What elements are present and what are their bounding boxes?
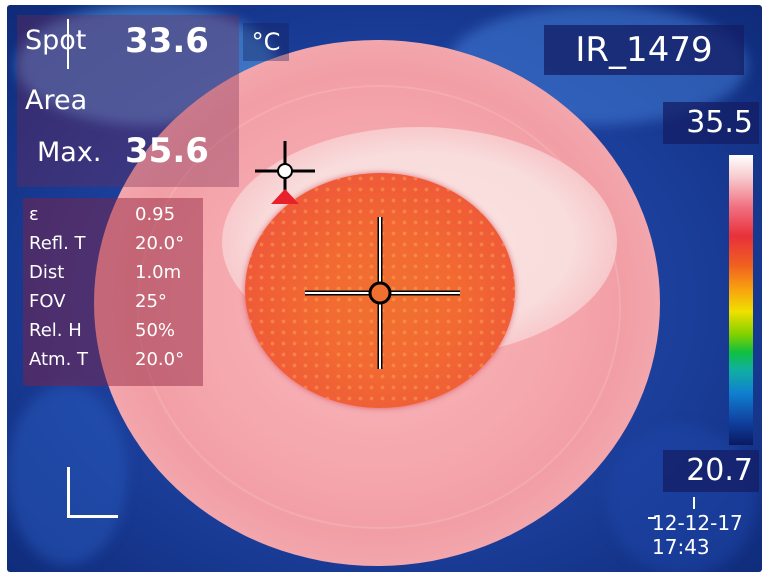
param-key: Refl. T xyxy=(29,233,86,254)
param-row: Rel. H 50% xyxy=(23,318,203,344)
param-row: FOV 25° xyxy=(23,289,203,315)
area-label: Area xyxy=(25,85,88,116)
thermal-image: Spot 33.6 °C Area Max. 35.6 ε 0.95 Refl.… xyxy=(7,5,762,572)
inner-ring xyxy=(137,85,621,529)
timestamp: 12-12-17 17:43 xyxy=(652,511,762,559)
spot-divider xyxy=(67,19,69,69)
param-value: 0.95 xyxy=(135,204,176,225)
scale-min-value[interactable]: 20.7 xyxy=(663,450,759,492)
time-text: 17:43 xyxy=(652,535,710,559)
param-key: FOV xyxy=(29,291,66,312)
max-value: 35.6 xyxy=(125,131,209,171)
date-tick xyxy=(648,517,656,519)
param-value: 20.0° xyxy=(135,233,185,254)
param-key: Rel. H xyxy=(29,320,82,341)
param-key: Dist xyxy=(29,262,65,283)
spot-label: Spot xyxy=(25,25,87,56)
measurement-panel xyxy=(17,15,239,187)
param-row: ε 0.95 xyxy=(23,202,203,228)
param-value: 25° xyxy=(135,291,167,312)
center-crosshair-icon[interactable] xyxy=(305,217,460,369)
param-row: Dist 1.0m xyxy=(23,260,203,286)
unit-label: °C xyxy=(243,23,289,61)
param-value: 20.0° xyxy=(135,349,185,370)
parameters-panel: ε 0.95 Refl. T 20.0° Dist 1.0m FOV 25° R… xyxy=(23,198,203,386)
param-row: Refl. T 20.0° xyxy=(23,231,203,257)
max-label: Max. xyxy=(37,137,102,168)
date-tick xyxy=(693,497,695,509)
param-value: 50% xyxy=(135,320,176,341)
date-text: 12-12-17 xyxy=(652,511,743,535)
max-marker-icon xyxy=(271,189,299,204)
file-name-label: IR_1479 xyxy=(544,25,744,75)
param-key: Atm. T xyxy=(29,349,89,370)
param-row: Atm. T 20.0° xyxy=(23,347,203,373)
corner-bracket-icon xyxy=(67,467,118,518)
param-key: ε xyxy=(29,204,39,225)
param-value: 1.0m xyxy=(135,262,182,283)
markers-layer xyxy=(255,141,460,369)
color-scale-bar xyxy=(729,155,753,445)
scale-max-value[interactable]: 35.5 xyxy=(663,102,759,144)
spot-value: 33.6 xyxy=(125,21,209,61)
